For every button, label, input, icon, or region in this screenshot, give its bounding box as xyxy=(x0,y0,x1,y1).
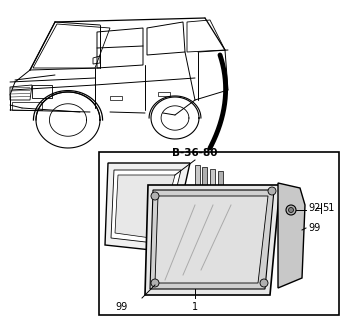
Circle shape xyxy=(268,187,276,195)
Text: 51: 51 xyxy=(322,203,334,213)
Polygon shape xyxy=(115,175,175,239)
Polygon shape xyxy=(210,169,215,238)
Polygon shape xyxy=(202,167,207,240)
Bar xyxy=(110,96,122,100)
Bar xyxy=(12,102,42,110)
Polygon shape xyxy=(150,190,274,289)
Circle shape xyxy=(260,279,268,287)
Polygon shape xyxy=(218,171,223,236)
Text: B-36-80: B-36-80 xyxy=(172,148,218,158)
Polygon shape xyxy=(105,163,190,252)
Text: 99: 99 xyxy=(116,302,128,312)
Polygon shape xyxy=(278,183,305,288)
Text: 99: 99 xyxy=(308,223,320,233)
Polygon shape xyxy=(195,165,200,242)
Bar xyxy=(158,92,170,96)
Circle shape xyxy=(151,192,159,200)
Bar xyxy=(32,85,52,98)
Circle shape xyxy=(286,205,296,215)
Circle shape xyxy=(151,279,159,287)
Polygon shape xyxy=(155,196,268,283)
Text: 92: 92 xyxy=(308,203,320,213)
Circle shape xyxy=(289,207,293,212)
Polygon shape xyxy=(145,185,280,295)
Text: 1: 1 xyxy=(192,302,198,312)
Bar xyxy=(99,152,339,315)
Polygon shape xyxy=(111,170,181,244)
